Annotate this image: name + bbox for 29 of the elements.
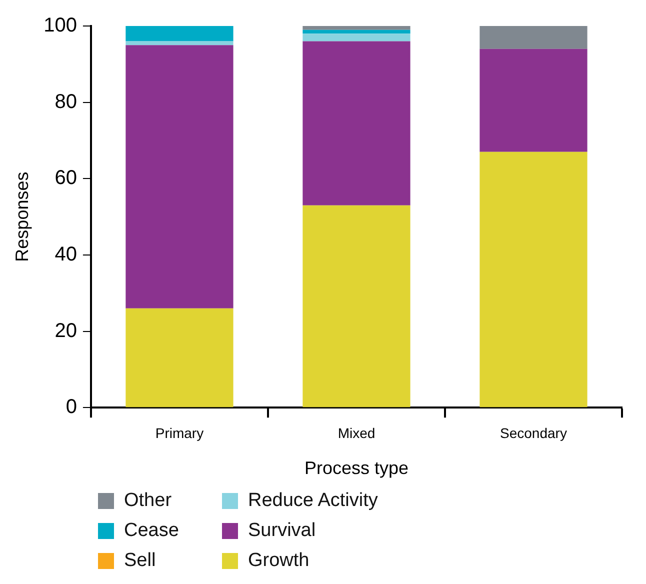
bar xyxy=(480,152,588,408)
y-tick-label: 20 xyxy=(54,320,77,342)
bar xyxy=(126,308,234,408)
y-tick-label: 0 xyxy=(66,396,77,418)
x-axis-title: Process type xyxy=(304,458,409,478)
bar xyxy=(302,41,410,206)
legend-label: Survival xyxy=(248,520,316,542)
bar xyxy=(302,34,410,42)
bar xyxy=(480,26,588,49)
x-tick-label: Primary xyxy=(155,424,204,441)
bar xyxy=(302,30,410,34)
y-tick-label: 80 xyxy=(54,90,77,113)
y-tick-label: 60 xyxy=(54,167,77,190)
bar xyxy=(126,41,234,46)
legend-label: Cease xyxy=(124,520,179,542)
bar xyxy=(302,26,410,30)
legend-label: Reduce Activity xyxy=(248,490,378,512)
bar xyxy=(126,45,234,308)
legend-label: Sell xyxy=(124,550,156,572)
x-tick-label: Mixed xyxy=(338,424,376,441)
bar xyxy=(480,48,588,152)
legend-label: Growth xyxy=(248,550,310,572)
y-tick-label: 40 xyxy=(54,243,77,266)
bar xyxy=(302,205,410,408)
x-tick-label: Secondary xyxy=(500,424,567,441)
bar xyxy=(126,26,234,42)
legend-label: Other xyxy=(124,490,172,512)
y-axis-title: Responses xyxy=(12,172,32,262)
y-tick-label: 100 xyxy=(44,14,77,37)
